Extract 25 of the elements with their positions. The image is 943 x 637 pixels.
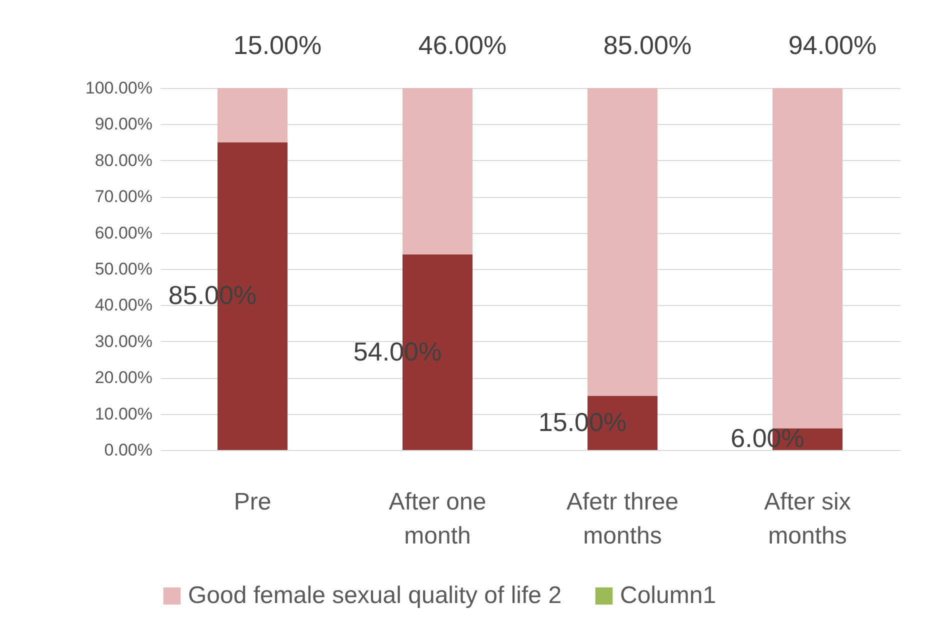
x-tick-label: Afetr three months bbox=[566, 488, 679, 550]
y-tick-label: 20.00% bbox=[94, 368, 152, 388]
y-tick-label: 60.00% bbox=[94, 223, 152, 242]
y-tick-label: 40.00% bbox=[94, 296, 152, 315]
data-label: 85.00% bbox=[603, 30, 692, 60]
y-tick-label: 0.00% bbox=[104, 440, 152, 460]
y-tick-label: 70.00% bbox=[94, 187, 152, 206]
legend-label: Column1 bbox=[620, 582, 716, 609]
data-label: 94.00% bbox=[788, 30, 877, 60]
data-label: 15.00% bbox=[233, 30, 322, 60]
bar bbox=[588, 88, 658, 396]
data-label: 46.00% bbox=[418, 30, 507, 60]
y-tick-label: 100.00% bbox=[85, 78, 152, 98]
bar bbox=[772, 88, 842, 428]
y-tick-label: 10.00% bbox=[94, 404, 152, 424]
x-tick-label: Pre bbox=[234, 488, 272, 516]
y-tick-label: 30.00% bbox=[94, 332, 152, 351]
legend-label: Good female sexual quality of life 2 bbox=[188, 582, 562, 609]
bar bbox=[402, 88, 472, 255]
x-tick-label: After one month bbox=[388, 488, 486, 550]
x-tick-label: After six months bbox=[764, 488, 851, 550]
bar bbox=[218, 88, 288, 142]
y-tick-label: 90.00% bbox=[94, 114, 152, 134]
y-tick-label: 80.00% bbox=[94, 150, 152, 170]
y-tick-label: 50.00% bbox=[94, 260, 152, 278]
